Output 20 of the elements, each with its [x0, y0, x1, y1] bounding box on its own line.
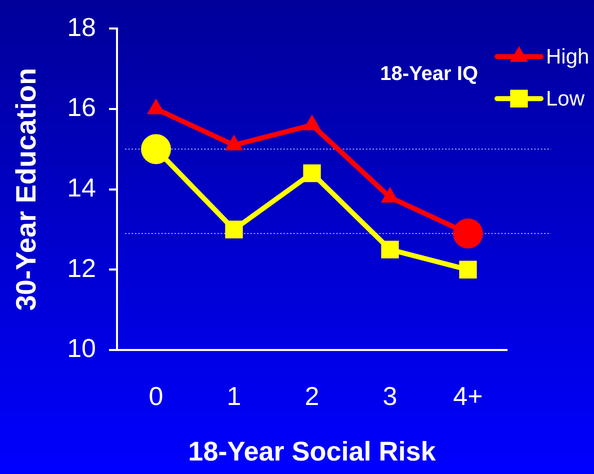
x-tick-label: 0 — [148, 380, 164, 411]
point — [381, 240, 399, 258]
x-tick-label: 1 — [226, 380, 242, 411]
x-axis-title: 18-Year Social Risk — [188, 436, 437, 466]
y-tick-label: 10 — [67, 333, 96, 364]
y-tick-label: 16 — [67, 92, 96, 122]
y-tick-label: 18 — [67, 12, 96, 42]
point — [224, 134, 244, 150]
legend-label: Low — [546, 87, 586, 110]
x-tick-label: 3 — [382, 380, 398, 411]
point — [302, 114, 322, 130]
x-tick-label: 2 — [304, 380, 320, 411]
x-tick-label: 4+ — [453, 380, 483, 411]
y-tick-label: 14 — [67, 172, 96, 202]
legend-label: High — [546, 45, 590, 68]
y-tick-label: 12 — [67, 252, 96, 283]
point — [225, 220, 243, 238]
y-axis-title: 30-Year Education — [10, 68, 42, 311]
point — [459, 260, 477, 278]
legend-title: 18-Year IQ — [380, 63, 478, 86]
